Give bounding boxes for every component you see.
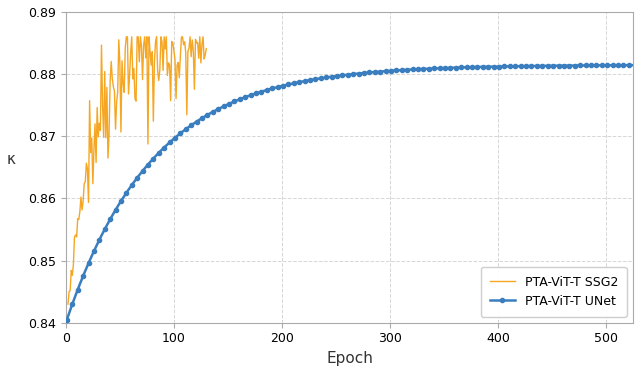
- PTA-ViT-T UNet: [588, 63, 596, 68]
- PTA-ViT-T UNet: [268, 86, 276, 91]
- Line: PTA-ViT-T UNet: PTA-ViT-T UNet: [65, 63, 635, 322]
- PTA-ViT-T UNet: [252, 91, 260, 95]
- Legend: PTA-ViT-T SSG2, PTA-ViT-T UNet: PTA-ViT-T SSG2, PTA-ViT-T UNet: [481, 267, 627, 317]
- PTA-ViT-T UNet: [193, 119, 200, 124]
- Line: PTA-ViT-T SSG2: PTA-ViT-T SSG2: [68, 37, 206, 304]
- PTA-ViT-T SSG2: [70, 235, 78, 239]
- PTA-ViT-T SSG2: [202, 47, 210, 51]
- PTA-ViT-T UNet: [184, 125, 192, 130]
- PTA-ViT-T UNet: [63, 317, 71, 322]
- PTA-ViT-T SSG2: [174, 60, 182, 65]
- PTA-ViT-T UNet: [629, 63, 637, 68]
- PTA-ViT-T SSG2: [186, 35, 194, 39]
- Y-axis label: κ: κ: [7, 152, 16, 167]
- PTA-ViT-T SSG2: [138, 44, 145, 48]
- PTA-ViT-T UNet: [223, 103, 230, 107]
- X-axis label: Epoch: Epoch: [326, 351, 373, 366]
- PTA-ViT-T SSG2: [64, 302, 72, 306]
- PTA-ViT-T SSG2: [102, 135, 109, 140]
- PTA-ViT-T SSG2: [147, 63, 155, 68]
- PTA-ViT-T SSG2: [122, 35, 130, 39]
